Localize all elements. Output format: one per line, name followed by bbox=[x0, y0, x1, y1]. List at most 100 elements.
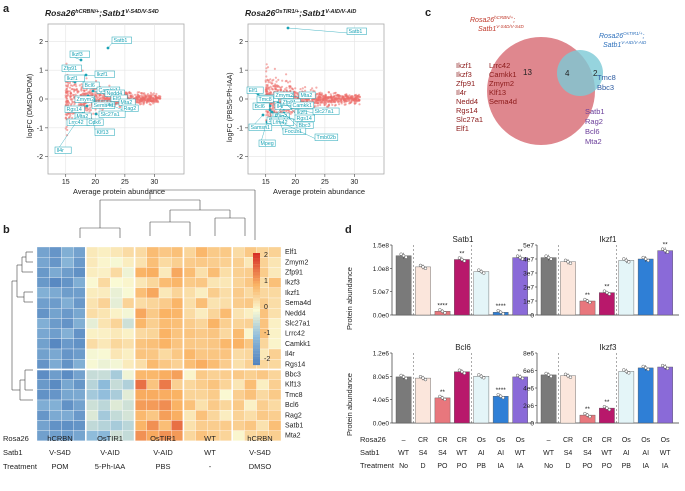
heatmap-column-dendrogram bbox=[79, 189, 256, 240]
heatmap-cell bbox=[158, 348, 172, 360]
protein-point bbox=[345, 100, 348, 103]
venn-shared-gene: Satb1 bbox=[585, 107, 605, 116]
gene-label-box bbox=[54, 146, 72, 154]
heatmap-cell bbox=[232, 246, 245, 258]
protein-point bbox=[74, 88, 77, 91]
protein-point bbox=[78, 84, 81, 87]
protein-point bbox=[309, 88, 312, 92]
y-tick-label: 4e6 bbox=[523, 386, 534, 393]
replicate-point bbox=[549, 374, 553, 379]
bar-plot: Ikzf1 5e7 4e7 3e7 2e7 1e7 0 ** ** ** bbox=[523, 235, 679, 320]
protein-point bbox=[273, 67, 276, 70]
group-satb1-label: V-S4D bbox=[49, 448, 71, 457]
heatmap-cell bbox=[97, 328, 111, 339]
protein-point bbox=[318, 96, 321, 99]
condition-satb1: S4 bbox=[564, 450, 573, 457]
y-tick-label: 0 bbox=[39, 97, 43, 104]
condition-row-label: Satb1 bbox=[360, 448, 380, 457]
panel-d-ylabel-bottom: Protein abundance bbox=[345, 373, 354, 436]
heatmap-cell bbox=[232, 277, 245, 288]
protein-point bbox=[330, 98, 333, 101]
protein-point bbox=[319, 100, 322, 103]
colorbar-segment bbox=[253, 292, 260, 296]
protein-point bbox=[265, 114, 268, 117]
heatmap-cell bbox=[73, 267, 86, 278]
heatmap-cell bbox=[195, 287, 208, 299]
heatmap-cell bbox=[158, 410, 172, 421]
condition-rosa: CR bbox=[437, 437, 447, 444]
protein-point bbox=[289, 89, 292, 92]
protein-point bbox=[355, 95, 359, 98]
protein-point bbox=[67, 82, 70, 85]
y-tick-label: 8e6 bbox=[523, 351, 534, 358]
replicate-point bbox=[646, 367, 650, 372]
protein-point bbox=[331, 103, 334, 106]
heatmap-cell bbox=[244, 389, 257, 401]
heatmap-cell bbox=[122, 399, 135, 411]
protein-point bbox=[155, 95, 158, 98]
colorbar-segment bbox=[253, 348, 260, 352]
heatmap-cell bbox=[110, 389, 123, 401]
heatmap-cell bbox=[219, 420, 233, 431]
heatmap-cell bbox=[36, 287, 50, 299]
protein-point bbox=[349, 101, 352, 104]
heatmap-cell bbox=[36, 369, 50, 380]
heatmap-cell bbox=[73, 379, 86, 390]
bar bbox=[599, 407, 615, 424]
protein-point bbox=[311, 98, 314, 101]
protein-point bbox=[329, 93, 332, 96]
heatmap-cell bbox=[61, 420, 74, 431]
heatmap-cell bbox=[207, 257, 221, 268]
heatmap-cell bbox=[97, 318, 111, 329]
heatmap-cell bbox=[85, 338, 99, 350]
heatmap-cell bbox=[122, 297, 135, 309]
condition-row-label: Treatment bbox=[360, 461, 395, 470]
protein-point bbox=[266, 78, 269, 81]
heatmap-cell bbox=[171, 277, 184, 288]
heatmap-cell bbox=[256, 379, 269, 390]
panel-a-left-ylabel: logFC (DMSO/POM) bbox=[27, 74, 34, 138]
heatmap-cell bbox=[232, 297, 245, 309]
heatmap-cell bbox=[73, 389, 86, 401]
colorbar-segment bbox=[253, 356, 260, 360]
protein-point bbox=[353, 99, 356, 102]
heatmap-cell bbox=[97, 308, 111, 319]
colorbar-segment bbox=[253, 362, 260, 366]
protein-point bbox=[158, 97, 161, 100]
condition-satb1: S4 bbox=[583, 450, 592, 457]
heatmap-cell bbox=[207, 267, 221, 278]
replicate-point bbox=[588, 414, 592, 419]
heatmap-cell bbox=[49, 338, 62, 350]
heatmap-cell bbox=[268, 297, 282, 309]
heatmap-cell bbox=[158, 287, 172, 299]
venn-left-gene: Ikzf1 bbox=[456, 61, 472, 70]
heatmap-cell bbox=[134, 348, 147, 360]
protein-point bbox=[152, 97, 155, 100]
protein-point bbox=[272, 104, 275, 107]
heatmap-cell bbox=[171, 410, 184, 421]
protein-point bbox=[334, 94, 337, 97]
protein-point bbox=[295, 92, 299, 95]
venn-left-gene: Lrrc42 bbox=[489, 61, 510, 70]
protein-point bbox=[330, 95, 333, 98]
heatmap-cell bbox=[158, 257, 172, 268]
significance-marker: ** bbox=[585, 406, 591, 413]
heatmap-cell bbox=[97, 359, 111, 370]
condition-treatment: D bbox=[420, 463, 425, 470]
condition-rosa: CR bbox=[563, 437, 573, 444]
heatmap-gene-label: Zmym2 bbox=[285, 259, 308, 266]
group-satb1-label: V-AID bbox=[100, 448, 120, 457]
protein-point bbox=[264, 89, 267, 92]
gene-label: Rgs14 bbox=[297, 116, 312, 122]
replicate-point bbox=[665, 366, 670, 371]
protein-point bbox=[152, 92, 155, 95]
heatmap-cell bbox=[97, 287, 111, 299]
heatmap-cell bbox=[49, 287, 62, 299]
colorbar-segment bbox=[253, 281, 260, 284]
heatmap-cell bbox=[49, 297, 62, 309]
significance-marker: **** bbox=[496, 387, 507, 394]
condition-satb1: WT bbox=[515, 450, 527, 457]
heatmap-cell bbox=[61, 287, 74, 299]
heatmap-cell bbox=[219, 246, 233, 258]
bar bbox=[540, 257, 557, 316]
